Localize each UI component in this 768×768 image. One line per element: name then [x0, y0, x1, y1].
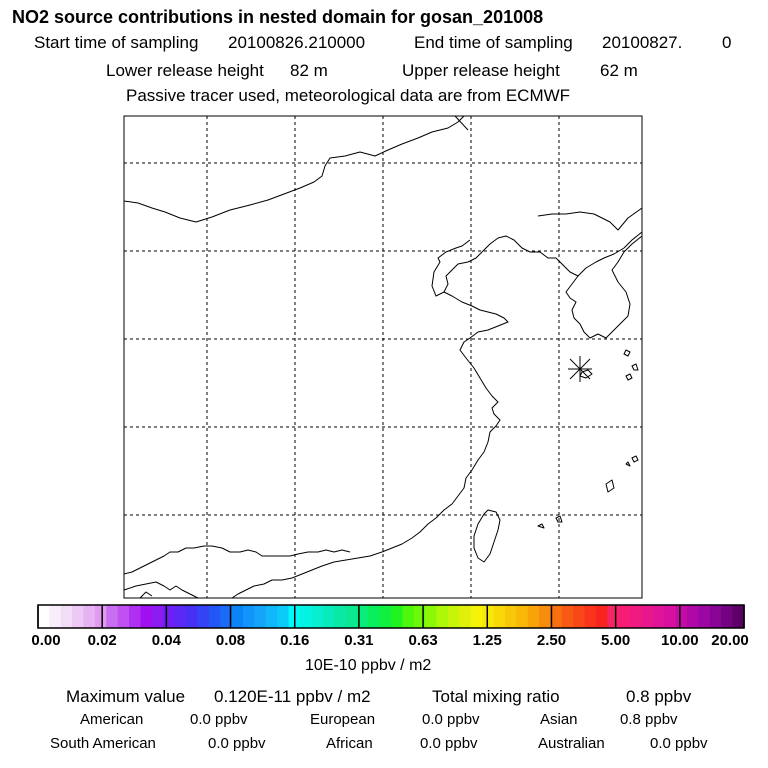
colorbar-unit-label: 10E-10 ppbv / m2: [305, 657, 432, 674]
source-name-australian: Australian: [538, 735, 605, 752]
colorbar-tick-label: 2.50: [536, 632, 567, 649]
source-value-african: 0.0 ppbv: [420, 735, 478, 752]
colorbar-tick-label: 0.00: [31, 632, 61, 649]
tracer-note: Passive tracer used, meteorological data…: [126, 86, 571, 105]
upper-height-label: Upper release height: [402, 61, 560, 80]
colorbar-tick-label: 0.04: [151, 632, 181, 649]
colorbar-tick-label: 0.31: [344, 632, 374, 649]
colorbar-tick-label: 1.25: [472, 632, 502, 649]
coastlines-borders: [123, 115, 643, 599]
end-time-value: 20100827.: [602, 33, 683, 52]
source-name-american: American: [80, 711, 144, 728]
source-name-asian: Asian: [540, 711, 578, 728]
source-value-australian: 0.0 ppbv: [650, 735, 708, 752]
colorbar-tick-label: 0.08: [215, 632, 246, 649]
source-value-european: 0.0 ppbv: [422, 711, 480, 728]
lower-height-value: 82 m: [290, 61, 328, 80]
upper-height-value: 62 m: [600, 61, 638, 80]
total-mixing-label: Total mixing ratio: [432, 687, 560, 706]
max-value-label: Maximum value: [66, 687, 186, 706]
lat-lon-grid: [124, 116, 642, 598]
end-time-suffix: 0: [722, 33, 732, 52]
lower-height-label: Lower release height: [106, 61, 264, 80]
colorbar-tick-label: 5.00: [601, 632, 631, 649]
max-value: 0.120E-11 ppbv / m2: [214, 687, 371, 706]
colorbar-tick-label: 0.16: [280, 632, 310, 649]
colorbar-tick-label: 20.00: [711, 632, 749, 649]
source-value-american: 0.0 ppbv: [190, 711, 248, 728]
start-time-label: Start time of sampling: [34, 33, 199, 52]
map-title: NO2 source contributions in nested domai…: [12, 7, 544, 27]
receptor-asterisk-icon: [568, 356, 592, 382]
end-time-label: End time of sampling: [414, 33, 573, 52]
map-frame: [123, 115, 643, 599]
source-name-african: African: [326, 735, 373, 752]
colorbar-tick-label: 10.00: [661, 632, 699, 649]
source-value-asian: 0.8 ppbv: [620, 711, 678, 728]
total-mixing-value: 0.8 ppbv: [626, 687, 692, 706]
colorbar-tick-label: 0.63: [408, 632, 438, 649]
source-name-south-american: South American: [50, 735, 156, 752]
source-name-european: European: [310, 711, 376, 728]
colorbar-tick-label: 0.02: [87, 632, 117, 649]
start-time-value: 20100826.210000: [228, 33, 366, 52]
source-value-south-american: 0.0 ppbv: [208, 735, 266, 752]
